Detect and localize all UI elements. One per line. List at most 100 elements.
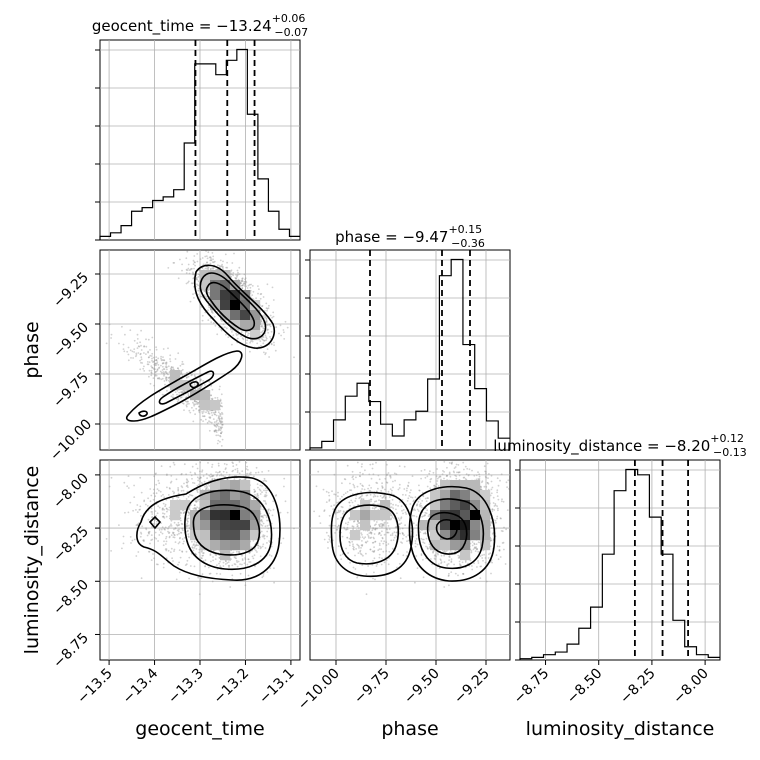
scatter-point (259, 340, 262, 342)
scatter-point (224, 326, 226, 328)
scatter-point (192, 271, 194, 274)
scatter-point (150, 374, 153, 377)
scatter-point (147, 356, 150, 359)
scatter-point (160, 359, 163, 362)
scatter-point (186, 525, 189, 528)
scatter-point (194, 375, 197, 378)
scatter-point (213, 424, 216, 426)
scatter-point (218, 388, 221, 391)
scatter-point (261, 515, 263, 518)
scatter-point (157, 563, 159, 566)
scatter-point (230, 558, 232, 560)
scatter-point (264, 547, 267, 549)
scatter-point (210, 473, 212, 476)
scatter-point (154, 375, 157, 377)
histogram-phase (309, 258, 510, 450)
scatter-point (219, 413, 222, 416)
scatter-point (197, 488, 199, 491)
scatter-point (158, 482, 161, 485)
scatter-point (146, 361, 149, 363)
scatter-point (261, 324, 263, 327)
scatter-point (162, 493, 164, 496)
scatter-point (160, 364, 162, 367)
scatter-point (262, 522, 265, 525)
scatter-point (158, 377, 161, 380)
scatter-point (221, 263, 224, 266)
scatter-point (236, 467, 239, 470)
scatter-point (194, 544, 197, 547)
scatter-point (154, 510, 157, 512)
scatter-point (207, 251, 210, 254)
scatter-point (176, 524, 179, 527)
density-cell (250, 310, 261, 321)
density-cell (240, 320, 251, 331)
scatter-point (218, 419, 221, 422)
scatter-point (140, 356, 143, 359)
scatter-point (186, 269, 189, 272)
scatter-point (200, 557, 203, 559)
scatter-point (207, 319, 210, 321)
density-cell (240, 290, 251, 301)
scatter-point (198, 287, 201, 290)
scatter-point (140, 532, 143, 535)
scatter-point (252, 557, 255, 560)
title-geocent_time: geocent_time = −13.24+0.06 −0.07 (92, 12, 308, 39)
scatter-point (215, 429, 218, 432)
scatter-point (188, 556, 191, 559)
scatter-point (243, 282, 246, 285)
scatter-point (250, 340, 252, 343)
scatter-point (220, 427, 223, 430)
scatter-point (161, 526, 164, 529)
scatter-point (272, 311, 275, 314)
scatter-point (199, 480, 201, 483)
scatter-point (168, 526, 170, 528)
density-cell (200, 390, 211, 401)
scatter-point (143, 345, 146, 347)
scatter-point (152, 356, 155, 359)
scatter-point (196, 283, 198, 286)
scatter-point (210, 311, 213, 313)
scatter-point (173, 463, 176, 466)
scatter-point (148, 361, 151, 364)
scatter-point (217, 462, 220, 465)
scatter-point (157, 364, 160, 366)
scatter-point (225, 463, 228, 466)
title-minus: −0.07 (274, 26, 308, 39)
scatter-point (181, 486, 184, 489)
scatter-point (173, 550, 175, 552)
scatter-point (169, 487, 171, 490)
scatter-point (194, 264, 197, 267)
title-minus: −0.13 (713, 446, 747, 459)
scatter-point (259, 319, 262, 322)
scatter-point (212, 556, 214, 558)
scatter-point (241, 284, 244, 287)
scatter-point (165, 515, 168, 518)
scatter-point (143, 500, 146, 503)
scatter-point (139, 352, 142, 355)
density-cell (230, 280, 241, 291)
scatter-point (209, 259, 212, 262)
scatter-point (191, 546, 194, 548)
scatter-point (205, 411, 207, 414)
scatter-point (162, 368, 165, 370)
scatter-point (222, 565, 225, 567)
scatter-point (122, 348, 125, 350)
scatter-point (218, 471, 221, 474)
scatter-point (165, 507, 168, 510)
scatter-point (188, 524, 190, 527)
quantile-lines (194, 40, 256, 240)
scatter-point (217, 264, 219, 267)
contour-mid-lower (158, 370, 215, 405)
scatter-point (271, 316, 273, 319)
scatter-point (198, 551, 201, 554)
scatter-point (244, 283, 247, 285)
scatter-point (243, 562, 246, 565)
scatter-point (157, 540, 160, 542)
scatter-point (265, 318, 268, 321)
scatter-point (195, 463, 198, 465)
scatter-point (140, 491, 143, 494)
scatter-point (162, 359, 165, 362)
scatter-point (156, 362, 158, 365)
scatter-point (209, 572, 212, 575)
